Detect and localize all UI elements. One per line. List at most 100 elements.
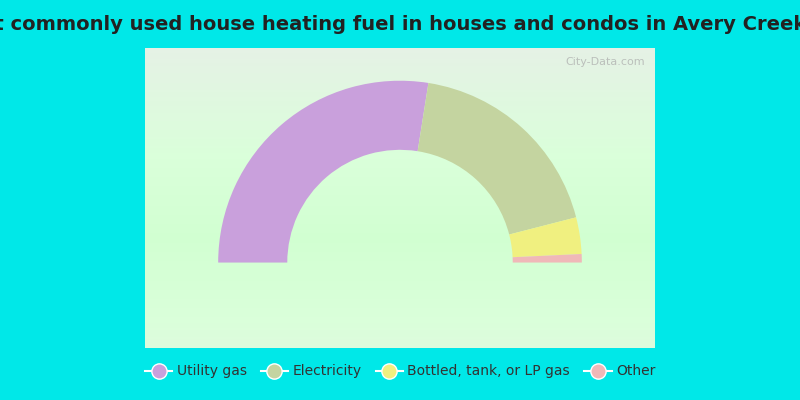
Bar xyxy=(127,8,673,10)
Bar xyxy=(127,272,673,274)
Bar xyxy=(127,10,673,12)
Bar xyxy=(127,79,673,81)
Bar xyxy=(127,184,673,186)
Bar xyxy=(127,174,673,175)
Bar xyxy=(127,228,673,230)
Bar xyxy=(127,166,673,168)
Bar xyxy=(127,162,673,164)
Bar xyxy=(127,42,673,44)
Bar xyxy=(127,324,673,326)
Bar xyxy=(127,44,673,46)
Bar xyxy=(127,152,673,154)
Bar xyxy=(127,208,673,210)
Bar xyxy=(127,164,673,166)
Bar xyxy=(127,39,673,41)
Bar xyxy=(127,295,673,297)
Bar xyxy=(127,241,673,242)
Bar xyxy=(127,268,673,270)
Bar xyxy=(127,30,673,32)
Bar xyxy=(127,135,673,137)
Bar xyxy=(127,148,673,150)
Bar xyxy=(127,232,673,234)
Bar xyxy=(127,261,673,262)
Bar xyxy=(127,194,673,195)
Bar xyxy=(127,55,673,57)
Bar xyxy=(127,222,673,224)
Bar xyxy=(127,141,673,142)
Bar xyxy=(127,335,673,337)
Bar xyxy=(127,294,673,295)
Bar xyxy=(127,197,673,199)
Bar xyxy=(127,121,673,122)
Bar xyxy=(127,146,673,148)
Bar xyxy=(127,128,673,130)
Bar xyxy=(127,275,673,277)
Bar xyxy=(127,26,673,28)
Bar xyxy=(127,22,673,24)
Bar xyxy=(127,139,673,141)
Bar xyxy=(127,177,673,179)
Bar xyxy=(127,14,673,15)
Bar xyxy=(127,332,673,334)
Bar xyxy=(127,17,673,19)
Bar xyxy=(127,179,673,181)
Bar xyxy=(127,315,673,317)
Bar xyxy=(127,337,673,339)
Bar xyxy=(127,322,673,324)
Bar xyxy=(127,274,673,275)
Bar xyxy=(127,339,673,341)
Bar xyxy=(127,57,673,59)
Bar xyxy=(127,254,673,255)
Wedge shape xyxy=(418,83,576,234)
Bar xyxy=(127,199,673,201)
Bar xyxy=(127,134,673,135)
Bar xyxy=(127,308,673,310)
Bar xyxy=(127,119,673,121)
Bar xyxy=(127,226,673,228)
Bar xyxy=(127,144,673,146)
Bar xyxy=(127,104,673,106)
Bar xyxy=(127,206,673,208)
Bar xyxy=(127,181,673,182)
Bar xyxy=(127,257,673,259)
Bar xyxy=(127,234,673,235)
Bar xyxy=(127,299,673,301)
Bar xyxy=(127,77,673,79)
Bar xyxy=(127,126,673,128)
Bar xyxy=(127,282,673,284)
Bar xyxy=(127,102,673,104)
Bar xyxy=(127,15,673,17)
Bar xyxy=(127,252,673,254)
Bar xyxy=(127,281,673,282)
Bar xyxy=(127,270,673,272)
Bar xyxy=(127,172,673,174)
Bar xyxy=(127,326,673,328)
Bar xyxy=(127,224,673,226)
Bar xyxy=(127,68,673,70)
Bar xyxy=(127,24,673,26)
Bar xyxy=(127,72,673,74)
Bar xyxy=(127,288,673,290)
Bar xyxy=(127,319,673,321)
Bar xyxy=(127,150,673,152)
Legend: Utility gas, Electricity, Bottled, tank, or LP gas, Other: Utility gas, Electricity, Bottled, tank,… xyxy=(139,359,661,384)
Bar xyxy=(127,321,673,322)
Bar xyxy=(127,292,673,294)
Bar xyxy=(127,297,673,299)
Bar xyxy=(127,97,673,99)
Bar xyxy=(127,219,673,221)
Bar xyxy=(127,46,673,48)
Bar xyxy=(127,70,673,72)
Bar xyxy=(127,328,673,330)
Bar xyxy=(127,168,673,170)
Text: City-Data.com: City-Data.com xyxy=(566,57,646,67)
Bar xyxy=(127,306,673,308)
Bar xyxy=(127,317,673,319)
Bar xyxy=(127,19,673,21)
Bar xyxy=(127,82,673,84)
Bar xyxy=(127,237,673,239)
Bar xyxy=(127,334,673,335)
Bar xyxy=(127,90,673,92)
Bar xyxy=(127,50,673,52)
Bar xyxy=(127,284,673,286)
